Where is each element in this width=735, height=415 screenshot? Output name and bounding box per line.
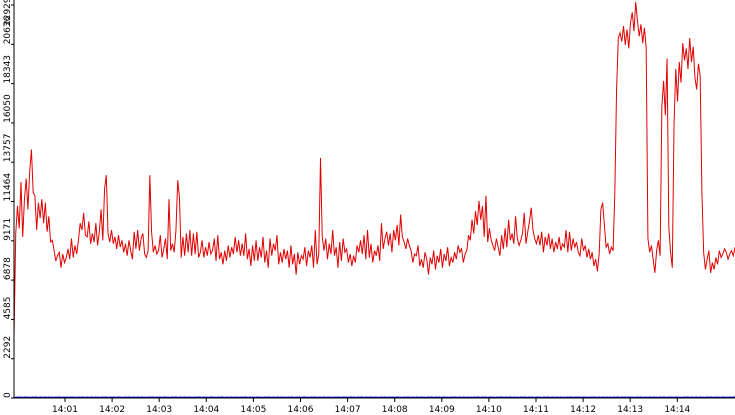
y-tick-label: 18343 <box>3 55 13 84</box>
y-tick-label: 0 <box>3 392 13 398</box>
x-tick-label: 14:08 <box>382 405 408 415</box>
y-tick-label: 11464 <box>3 173 13 202</box>
x-tick-label: 14:01 <box>52 405 78 415</box>
y-tick-label: 13757 <box>3 134 13 163</box>
x-tick-label: 14:06 <box>288 405 314 415</box>
y-tick-label: 20636 <box>3 15 13 44</box>
y-tick-label: 6878 <box>3 257 13 280</box>
x-tick-label: 14:11 <box>523 405 549 415</box>
series-layer <box>13 2 735 398</box>
x-tick-label: 14:09 <box>429 405 455 415</box>
y-tick-label: 22929 <box>3 0 13 26</box>
x-tick-label: 14:14 <box>664 405 690 415</box>
x-tick-label: 14:03 <box>146 405 172 415</box>
x-tick-label: 14:10 <box>476 405 502 415</box>
y-axis-ticks: 0 2292 4585 6878 9171 11464 13757 16050 18343 206… <box>3 0 14 399</box>
y-tick-label: 2292 <box>3 336 13 359</box>
x-tick-label: 14:04 <box>193 405 219 415</box>
y-tick-label: 16050 <box>3 94 13 123</box>
series-line-0 <box>13 2 735 339</box>
x-tick-label: 14:07 <box>335 405 361 415</box>
x-axis-ticks: 14:01 14:02 14:03 14:04 14:05 14:06 14:07 14:08… <box>52 398 691 415</box>
y-tick-label: 9171 <box>3 218 13 241</box>
y-tick-label: 4585 <box>3 297 13 320</box>
x-tick-label: 14:13 <box>617 405 643 415</box>
x-tick-label: 14:02 <box>99 405 125 415</box>
x-tick-label: 14:12 <box>570 405 596 415</box>
x-tick-label: 14:05 <box>240 405 266 415</box>
